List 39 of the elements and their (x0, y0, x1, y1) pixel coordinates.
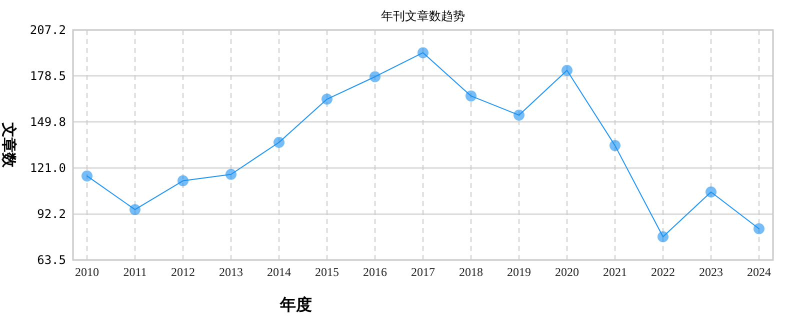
x-tick-label: 2019 (507, 265, 531, 279)
point (466, 90, 476, 102)
x-tick-label: 2016 (363, 265, 387, 279)
point (178, 175, 188, 186)
point (658, 231, 668, 242)
x-tick-label: 2015 (315, 265, 339, 279)
point (418, 47, 428, 58)
x-tick-label: 2012 (171, 265, 195, 279)
x-tick-label: 2023 (699, 265, 723, 279)
y-tick-label: 63.5 (37, 253, 66, 267)
x-tick-label: 2014 (267, 265, 291, 279)
x-tick-label: 2013 (219, 265, 243, 279)
x-tick-label: 2010 (75, 265, 99, 279)
x-axis-title: 年度 (279, 295, 312, 314)
y-tick-label: 207.2 (30, 23, 66, 37)
x-tick-label: 2017 (411, 265, 435, 279)
point (754, 223, 764, 234)
point (322, 94, 332, 105)
point (130, 204, 140, 216)
y-tick-label: 178.5 (30, 68, 66, 83)
x-tick-label: 2020 (555, 265, 579, 279)
x-tick-label: 2021 (603, 265, 627, 279)
y-tick-label: 121.0 (30, 160, 66, 175)
point (610, 140, 620, 152)
x-tick-label: 2018 (459, 265, 483, 279)
point (274, 136, 284, 148)
point (370, 71, 380, 82)
point (706, 186, 716, 198)
x-tick-label: 2024 (747, 265, 771, 279)
point (562, 64, 572, 76)
point (226, 168, 236, 180)
point (514, 110, 524, 121)
x-tick-label: 2011 (123, 265, 147, 279)
chart-title: 年刊文章数趋势 (381, 9, 465, 23)
y-axis-title: 文章数 (0, 122, 18, 168)
x-tick-label: 2022 (651, 265, 675, 279)
point (82, 170, 92, 182)
y-tick-label: 149.8 (30, 114, 66, 129)
y-tick-label: 92.2 (37, 207, 66, 222)
